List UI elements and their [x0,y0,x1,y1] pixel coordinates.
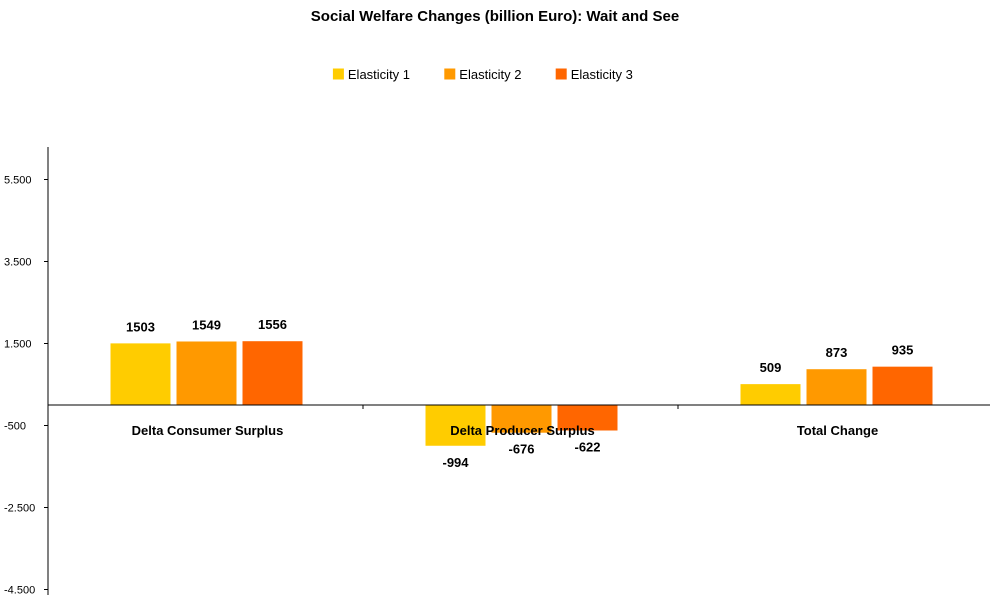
bar [872,366,933,405]
y-tick-label: 3.500 [4,257,32,269]
legend: Elasticity 1 Elasticity 2 Elasticity 3 [332,67,633,82]
category-label: Total Change [797,423,878,438]
data-label: -622 [574,440,600,455]
bar [425,405,486,446]
y-tick-label: -4.500 [4,585,35,595]
category-label: Delta Consumer Surplus [132,423,284,438]
y-tick-label: 1.500 [4,339,32,351]
x-axis [48,404,990,409]
data-label: -994 [442,455,469,470]
data-label: 935 [892,343,914,358]
bar [110,343,171,405]
data-label: 1549 [192,317,221,332]
data-label: 1503 [126,319,155,334]
data-label: 1556 [258,317,287,332]
legend-swatch [555,68,567,80]
y-axis: 5.500 3.500 1.500 -500 -2.500 -4.500 [4,147,49,595]
y-tick-label: -500 [4,421,26,433]
bar [740,384,801,405]
data-labels: 1503 1549 1556 -994 -676 -622 509 873 935 [126,317,913,470]
legend-item: Elasticity 3 [555,67,633,82]
bar [176,341,237,405]
legend-swatch [332,68,344,80]
legend-item: Elasticity 2 [444,67,521,82]
bar [242,341,303,405]
legend-swatch [444,68,456,80]
category-label: Delta Producer Surplus [450,423,594,438]
bars [110,341,933,446]
data-label: 873 [826,345,848,360]
data-label: 509 [760,360,782,375]
bar [806,369,867,405]
y-tick-label: 5.500 [4,175,32,187]
legend-label: Elasticity 1 [348,67,410,82]
chart-title: Social Welfare Changes (billion Euro): W… [311,8,679,25]
bar [491,405,552,433]
category-labels: Delta Consumer Surplus Delta Producer Sur… [132,423,879,438]
legend-label: Elasticity 2 [459,67,521,82]
data-label: -676 [508,442,534,457]
bar [557,405,618,431]
legend-item: Elasticity 1 [332,67,410,82]
legend-label: Elasticity 3 [571,67,633,82]
y-tick-label: -2.500 [4,503,35,515]
